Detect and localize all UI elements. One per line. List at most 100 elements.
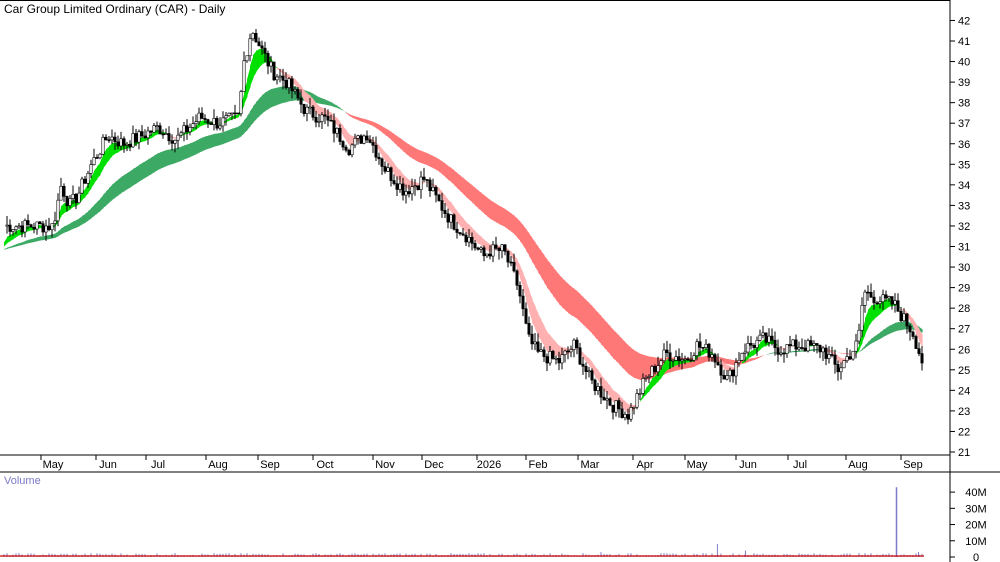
long-term-ma-band bbox=[490, 200, 494, 221]
candle-body bbox=[131, 133, 135, 148]
long-term-ma-band bbox=[403, 140, 407, 154]
candle-body bbox=[191, 123, 195, 128]
long-term-ma-band bbox=[838, 352, 842, 354]
price-tick-label: 23 bbox=[958, 406, 970, 418]
candle-body bbox=[47, 225, 51, 231]
candle-body bbox=[413, 185, 417, 188]
long-term-ma-band bbox=[109, 184, 113, 203]
long-term-ma-band bbox=[376, 123, 380, 131]
long-term-ma-band bbox=[145, 159, 149, 178]
short-term-ma-band bbox=[304, 90, 308, 103]
short-term-ma-band bbox=[523, 272, 527, 301]
short-term-ma-band bbox=[256, 49, 260, 72]
long-term-ma-band bbox=[571, 286, 575, 317]
price-tick-label: 32 bbox=[958, 221, 970, 233]
candle-body bbox=[899, 310, 903, 322]
candle-body bbox=[704, 343, 708, 348]
candle-body bbox=[743, 351, 747, 354]
short-term-ma-band bbox=[247, 66, 251, 97]
candle-body bbox=[320, 114, 324, 122]
long-term-ma-band bbox=[382, 126, 386, 136]
long-term-ma-band bbox=[541, 250, 545, 283]
candle-body bbox=[53, 220, 57, 224]
candle-body bbox=[419, 176, 423, 190]
long-term-ma-band bbox=[34, 237, 38, 243]
candle-body bbox=[107, 139, 111, 142]
candle-body bbox=[299, 97, 303, 105]
candle-body bbox=[509, 261, 513, 264]
long-term-ma-band bbox=[37, 236, 41, 242]
short-term-ma-band bbox=[109, 143, 113, 160]
long-term-ma-band bbox=[865, 341, 869, 348]
long-term-ma-band bbox=[223, 130, 227, 144]
candle-body bbox=[917, 348, 921, 354]
short-term-ma-band bbox=[607, 382, 611, 398]
long-term-ma-band bbox=[31, 238, 35, 243]
short-term-ma-band bbox=[514, 254, 518, 270]
long-term-ma-band bbox=[595, 309, 599, 341]
candle-body bbox=[677, 356, 681, 362]
long-term-ma-band bbox=[415, 147, 419, 163]
long-term-ma-band bbox=[790, 350, 794, 353]
long-term-ma-band bbox=[457, 172, 461, 192]
long-term-ma-band bbox=[442, 161, 446, 177]
short-term-ma-band bbox=[622, 398, 626, 411]
candle-body bbox=[731, 369, 735, 377]
candle-body bbox=[782, 352, 786, 355]
candle-body bbox=[623, 414, 627, 418]
long-term-ma-band bbox=[895, 322, 899, 332]
candle-body bbox=[710, 354, 714, 358]
candle-body bbox=[746, 343, 750, 353]
candle-body bbox=[95, 157, 99, 159]
candle-body bbox=[368, 139, 372, 143]
short-term-ma-band bbox=[526, 281, 530, 312]
candle-body bbox=[125, 143, 129, 146]
long-term-ma-band bbox=[868, 338, 872, 346]
time-tick-label: Sep bbox=[903, 459, 923, 471]
candle-body bbox=[485, 253, 489, 257]
long-term-ma-band bbox=[133, 167, 137, 186]
candle-body bbox=[524, 308, 528, 324]
candle-body bbox=[71, 193, 75, 199]
candle-body bbox=[869, 292, 873, 298]
candle-body bbox=[542, 349, 546, 357]
candle-body bbox=[896, 300, 900, 312]
short-term-ma-band bbox=[199, 120, 203, 127]
long-term-ma-band bbox=[475, 187, 479, 209]
short-term-ma-band bbox=[517, 259, 521, 279]
candle-body bbox=[617, 400, 621, 410]
candle-body bbox=[347, 149, 351, 156]
candle-body bbox=[821, 347, 825, 353]
candle-body bbox=[515, 270, 519, 286]
long-term-ma-band bbox=[172, 148, 176, 165]
long-term-ma-band bbox=[616, 332, 620, 365]
candle-body bbox=[218, 125, 222, 129]
candle-body bbox=[644, 377, 648, 379]
candle-body bbox=[272, 61, 276, 81]
long-term-ma-band bbox=[40, 236, 44, 241]
candle-body bbox=[281, 75, 285, 81]
candle-body bbox=[653, 366, 657, 373]
candle-body bbox=[587, 370, 591, 373]
long-term-ma-band bbox=[430, 154, 434, 169]
candle-body bbox=[788, 344, 792, 347]
long-term-ma-band bbox=[628, 345, 632, 376]
candle-body bbox=[722, 374, 726, 380]
price-tick-label: 26 bbox=[958, 344, 970, 356]
long-term-ma-band bbox=[454, 170, 458, 189]
long-term-ma-band bbox=[235, 126, 239, 140]
price-tick-label: 40 bbox=[958, 57, 970, 69]
long-term-ma-band bbox=[55, 231, 59, 238]
long-term-ma-band bbox=[607, 322, 611, 355]
long-term-ma-band bbox=[556, 270, 560, 305]
candle-body bbox=[290, 78, 294, 92]
candle-body bbox=[221, 117, 225, 127]
short-term-ma-band bbox=[349, 134, 353, 146]
long-term-ma-band bbox=[514, 215, 518, 238]
volume-tick-label: 10M bbox=[965, 536, 986, 548]
candle-body bbox=[455, 228, 459, 233]
volume-bars bbox=[0, 487, 924, 557]
long-term-ma-band bbox=[325, 99, 329, 106]
candle-body bbox=[656, 365, 660, 373]
candle-body bbox=[914, 336, 918, 349]
